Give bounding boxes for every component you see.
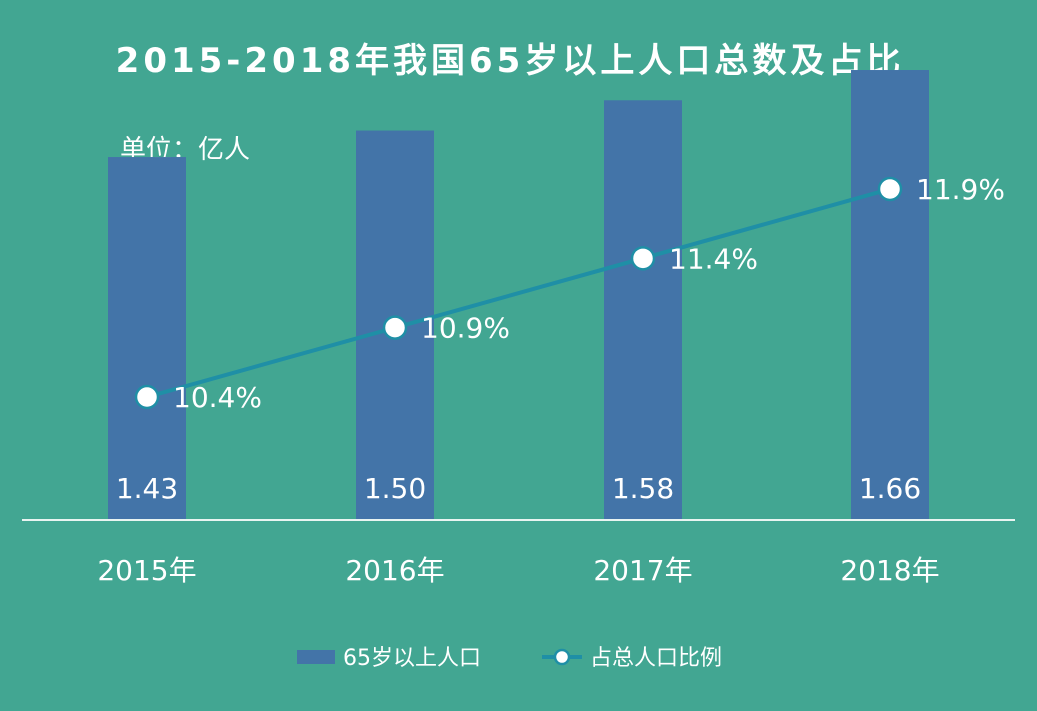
bar-value-label-3: 1.66 <box>859 472 921 505</box>
legend-line-marker <box>553 648 571 666</box>
ratio-marker-0 <box>134 384 160 410</box>
ratio-marker-1 <box>382 315 408 340</box>
bar-0 <box>108 157 186 520</box>
bar-3 <box>851 70 929 520</box>
bar-value-label-1: 1.50 <box>364 472 426 505</box>
ratio-value-label-2: 11.4% <box>669 242 758 275</box>
x-tick-label-2: 2017年 <box>593 554 692 587</box>
bar-2 <box>604 100 682 520</box>
bar-value-label-2: 1.58 <box>612 472 674 505</box>
ratio-value-label-0: 10.4% <box>173 381 262 414</box>
ratio-value-labels: 10.4% 10.9% 11.4% 11.9% <box>173 173 1005 414</box>
ratio-value-label-1: 10.9% <box>421 312 510 345</box>
ratio-marker-2 <box>630 246 656 271</box>
chart-title: 2015-2018年我国65岁以上人口总数及占比 <box>116 41 905 81</box>
legend-line-label: 占总人口比例 <box>590 646 722 671</box>
ratio-line <box>146 187 891 399</box>
bar-series <box>108 70 929 521</box>
ratio-markers <box>134 176 903 410</box>
bar-value-label-0: 1.43 <box>116 472 178 505</box>
legend-bar-swatch <box>297 650 335 664</box>
x-tick-label-0: 2015年 <box>97 554 196 587</box>
bar-value-labels: 1.43 1.50 1.58 1.66 <box>116 472 921 505</box>
legend-bar-label: 65岁以上人口 <box>343 646 481 671</box>
ratio-marker-3 <box>877 176 903 202</box>
ratio-value-label-3: 11.9% <box>916 173 1005 206</box>
x-tick-label-3: 2018年 <box>840 554 939 587</box>
x-tick-label-1: 2016年 <box>345 554 444 587</box>
x-axis-ticks: 2015年 2016年 2017年 2018年 <box>97 554 939 587</box>
legend: 65岁以上人口 占总人口比例 <box>297 646 722 671</box>
